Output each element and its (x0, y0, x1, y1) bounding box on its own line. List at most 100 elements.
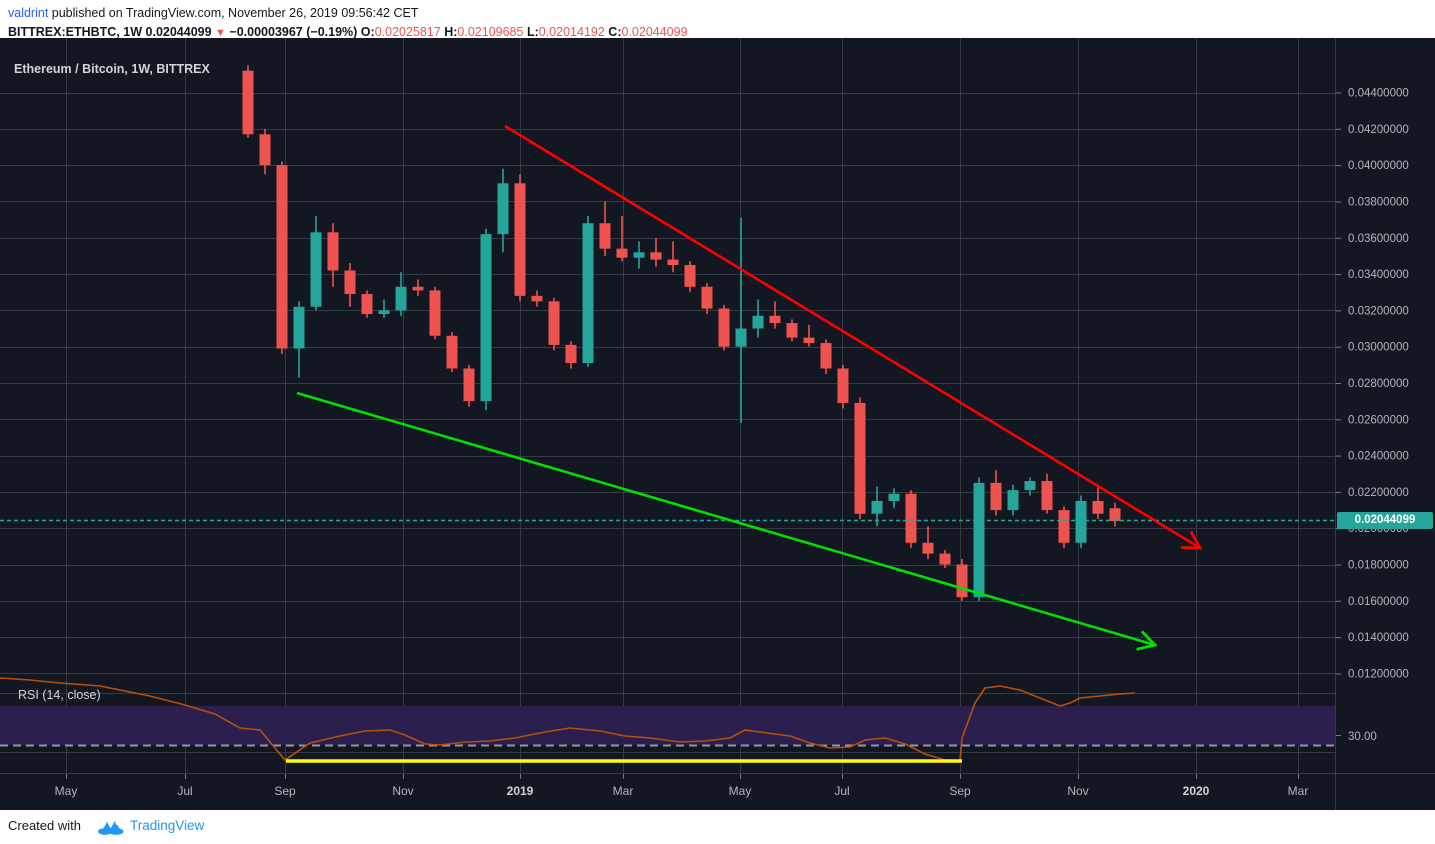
time-scale[interactable]: May Jul Sep Nov 2019 Mar May Jul Sep Nov 2020 Mar (0, 773, 1435, 810)
candlestick (956, 559, 968, 601)
publication-text: published on TradingView.com, November 2… (51, 6, 419, 20)
time-tick-label: Nov (392, 784, 414, 798)
time-tick-label: Mar (612, 784, 634, 798)
candlestick (395, 272, 407, 316)
tradingview-logo-icon (98, 820, 124, 835)
price-tick-label: 0.03200000 (1348, 305, 1409, 317)
time-tick-label: Jul (834, 784, 850, 798)
candlestick (837, 364, 849, 409)
candlestick (582, 215, 594, 367)
candlestick (667, 241, 679, 273)
price-scale-svg: 0.04400000 0.04200000 0.04000000 0.03800000… (1336, 88, 1409, 785)
time-tick-label: May (54, 784, 78, 798)
candlestick (327, 223, 339, 287)
time-tick-mark (842, 774, 843, 779)
current-price-badge: 0.02044099 (1337, 511, 1433, 529)
price-tick-label: 0.02600000 (1348, 414, 1409, 426)
candlestick (616, 215, 628, 262)
price-tick-label: 0.04000000 (1348, 160, 1409, 172)
rsi-line (0, 677, 1136, 762)
time-tick-label: May (728, 784, 752, 798)
open-key: O: (360, 25, 375, 39)
price-scale[interactable]: 0.04400000 0.04200000 0.04000000 0.03800000… (1335, 38, 1435, 810)
candlestick (548, 297, 560, 351)
candlestick (684, 261, 696, 293)
time-tick-mark (740, 774, 741, 779)
candlestick (786, 319, 798, 342)
trendline-arrow-resistance (1180, 530, 1203, 550)
candlestick (463, 364, 475, 407)
close-key: C: (608, 25, 622, 39)
candlestick (531, 290, 543, 307)
price-tick-label: 0.01800000 (1348, 560, 1409, 572)
trendline-resistance (504, 124, 1201, 550)
candlestick (242, 65, 254, 138)
candlestick (888, 488, 900, 509)
time-tick-mark (1298, 774, 1299, 779)
price-tick-label: 0.01400000 (1348, 632, 1409, 644)
candlestick (1041, 473, 1053, 514)
price-tick-label: 0.01200000 (1348, 668, 1409, 680)
candlestick (480, 228, 492, 411)
trendline-arrow-support (1136, 630, 1158, 651)
chart-title: Ethereum / Bitcoin, 1W, BITTREX (14, 62, 210, 76)
price-tick-label: 0.03400000 (1348, 269, 1409, 281)
low-value: 0.02014192 (538, 25, 605, 39)
candlestick (361, 290, 373, 318)
time-tick-mark (185, 774, 186, 779)
plot-svg (0, 38, 1335, 810)
symbol-label[interactable]: BITTREX:ETHBTC, 1W (8, 25, 143, 39)
created-with-label: Created with (8, 818, 81, 833)
candlestick (650, 237, 662, 267)
tradingview-brand: TradingView (130, 818, 205, 833)
candlestick (446, 332, 458, 373)
time-tick-mark (66, 774, 67, 779)
author-name[interactable]: valdrint (8, 6, 49, 20)
candlestick (497, 168, 509, 253)
down-arrow-icon: ▼ (215, 27, 226, 39)
candlestick (344, 263, 356, 307)
candlestick (973, 477, 985, 601)
publication-line: valdrint published on TradingView.com, N… (8, 6, 418, 20)
candlestick (1092, 484, 1104, 520)
trendline-support (296, 391, 1156, 647)
candlestick (701, 283, 713, 315)
time-tick-label: Nov (1067, 784, 1089, 798)
candlestick (939, 550, 951, 569)
candlestick (1024, 477, 1036, 496)
rsi-indicator-title[interactable]: RSI (14, close) (18, 688, 101, 702)
price-plot[interactable] (0, 38, 1335, 810)
high-value: 0.02109685 (457, 25, 524, 39)
time-tick-label: Mar (1287, 784, 1309, 798)
close-value: 0.02044099 (621, 25, 688, 39)
candlestick (565, 341, 577, 369)
candlestick (820, 339, 832, 374)
time-tick-label: Sep (949, 784, 971, 798)
candlestick (905, 490, 917, 549)
candlestick (1007, 484, 1019, 516)
candlestick (310, 215, 322, 311)
timescale-separator (1335, 774, 1336, 810)
candlestick (276, 161, 288, 354)
chart-area[interactable]: Ethereum / Bitcoin, 1W, BITTREX RSI (14,… (0, 38, 1435, 810)
time-tick-mark (1078, 774, 1079, 779)
candlestick (429, 286, 441, 340)
price-tick-label: 0.03800000 (1348, 196, 1409, 208)
quote-line: BITTREX:ETHBTC, 1W 0.02044099 ▼ −0.00003… (8, 25, 688, 39)
time-tick-label: Sep (274, 784, 296, 798)
footer-bar: Created with TradingView (0, 810, 1435, 844)
candlestick (599, 201, 611, 256)
candlestick (293, 301, 305, 378)
price-tick-label: 0.02800000 (1348, 378, 1409, 390)
price-tick-label: 0.01600000 (1348, 596, 1409, 608)
candlestick (1109, 502, 1121, 527)
time-tick-mark (403, 774, 404, 779)
time-tick-label: 2020 (1182, 784, 1210, 798)
candlestick (633, 241, 645, 269)
price-tick-label: 0.03600000 (1348, 233, 1409, 245)
time-tick-mark (1196, 774, 1197, 779)
candlestick (990, 470, 1002, 516)
time-tick-label: Jul (177, 784, 193, 798)
price-tick-label: 0.02400000 (1348, 451, 1409, 463)
candlestick (718, 304, 730, 351)
